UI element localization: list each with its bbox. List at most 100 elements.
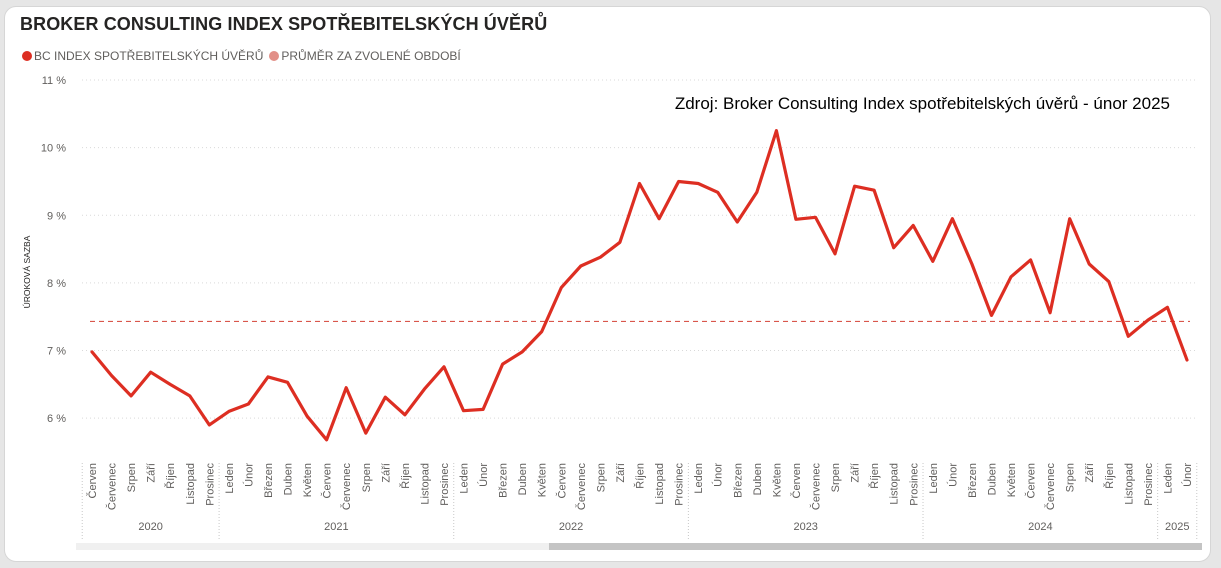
data-point: [245, 401, 251, 407]
legend-marker-index: [22, 51, 32, 61]
data-point: [773, 128, 779, 134]
legend-marker-average: [269, 51, 280, 61]
x-tick-label: Listopad: [654, 463, 666, 505]
x-tick-label: Únor: [712, 463, 725, 487]
data-point: [754, 189, 760, 195]
x-tick-label: Květen: [771, 463, 783, 497]
x-tick-label: Květen: [302, 463, 314, 497]
data-point: [1106, 279, 1112, 285]
x-tick-label: Říjen: [164, 463, 177, 489]
x-tick-label: Srpen: [595, 463, 607, 492]
data-point: [1086, 261, 1092, 267]
data-point: [109, 373, 115, 379]
data-point: [891, 245, 897, 251]
legend-label-index: BC INDEX SPOTŘEBITELSKÝCH ÚVĚRŮ: [34, 49, 264, 63]
x-tick-label: Únor: [946, 463, 959, 487]
x-tick-label: Březen: [263, 463, 275, 498]
x-tick-label: Říjen: [868, 463, 881, 489]
x-tick-label: Leden: [1162, 463, 1174, 494]
data-point: [617, 239, 623, 245]
x-tick-label: Říjen: [399, 463, 412, 489]
x-tick-label: Červenec: [340, 463, 353, 511]
x-tick-label: Duben: [517, 463, 529, 495]
x-tick-label: Listopad: [1123, 463, 1135, 505]
legend-item-average[interactable]: PRŮMĚR ZA ZVOLENÉ OBDOBÍ: [269, 49, 461, 63]
data-point: [500, 361, 506, 367]
x-tick-label: Srpen: [1065, 463, 1077, 492]
y-tick-label: 9 %: [47, 210, 66, 222]
data-point: [558, 285, 564, 291]
x-tick-label: Červen: [790, 463, 803, 498]
data-point: [89, 349, 95, 355]
data-point: [1145, 317, 1151, 323]
x-tick-label: Červenec: [106, 463, 119, 511]
x-tick-label: Srpen: [830, 463, 842, 492]
x-tick-label: Leden: [928, 463, 940, 494]
x-tick-label: Leden: [693, 463, 705, 494]
x-year-label: 2020: [138, 521, 162, 533]
data-point: [637, 180, 643, 186]
data-point: [539, 329, 545, 335]
x-tick-label: Srpen: [361, 463, 373, 492]
x-year-label: 2022: [559, 521, 583, 533]
data-point: [480, 406, 486, 412]
x-tick-label: Únor: [1181, 463, 1194, 487]
x-tick-label: Červenec: [575, 463, 588, 511]
data-point: [812, 214, 818, 220]
data-point: [285, 379, 291, 385]
y-axis-label: ÚROKOVÁ SAZBA: [22, 235, 32, 308]
data-point: [969, 261, 975, 267]
data-point: [1125, 333, 1131, 339]
legend-item-index[interactable]: BC INDEX SPOTŘEBITELSKÝCH ÚVĚRŮ: [22, 49, 263, 63]
x-tick-label: Listopad: [889, 463, 901, 505]
data-point: [1164, 304, 1170, 310]
x-year-label: 2025: [1165, 521, 1189, 533]
x-tick-label: Červen: [555, 463, 568, 498]
x-tick-label: Září: [1084, 463, 1096, 483]
x-tick-label: Květen: [537, 463, 549, 497]
data-point: [343, 385, 349, 391]
data-point: [1047, 310, 1053, 316]
y-tick-label: 6 %: [47, 413, 66, 425]
x-tick-label: Duben: [752, 463, 764, 495]
data-point: [363, 430, 369, 436]
x-tick-label: Červenec: [809, 463, 822, 511]
data-point: [519, 349, 525, 355]
x-tick-label: Prosinec: [1143, 463, 1155, 506]
data-point: [988, 312, 994, 318]
data-point: [382, 394, 388, 400]
data-point: [1184, 357, 1190, 363]
chart-title: BROKER CONSULTING INDEX SPOTŘEBITELSKÝCH…: [20, 14, 548, 34]
y-tick-label: 7 %: [47, 346, 66, 358]
data-point: [226, 408, 232, 414]
horizontal-scrollbar-thumb[interactable]: [549, 543, 1202, 550]
x-tick-label: Říjen: [634, 463, 647, 489]
data-point: [695, 180, 701, 186]
data-point: [441, 364, 447, 370]
x-tick-label: Září: [850, 463, 862, 483]
y-tick-label: 8 %: [47, 278, 66, 290]
x-tick-label: Červenec: [1044, 463, 1057, 511]
x-tick-label: Září: [380, 463, 392, 483]
data-point: [793, 216, 799, 222]
data-point: [676, 178, 682, 184]
data-point: [324, 437, 330, 443]
x-tick-label: Prosinec: [674, 463, 686, 506]
data-point: [597, 254, 603, 260]
data-point: [461, 408, 467, 414]
data-point: [715, 189, 721, 195]
x-tick-label: Leden: [459, 463, 471, 494]
data-point: [148, 369, 154, 375]
x-tick-label: Duben: [283, 463, 295, 495]
x-tick-label: Červen: [321, 463, 334, 498]
data-point: [304, 413, 310, 419]
x-tick-label: Září: [146, 463, 158, 483]
x-tick-label: Duben: [986, 463, 998, 495]
y-tick-label: 10 %: [41, 143, 66, 155]
x-tick-label: Květen: [1006, 463, 1018, 497]
x-year-label: 2024: [1028, 521, 1052, 533]
x-year-label: 2021: [324, 521, 348, 533]
x-tick-label: Listopad: [185, 463, 197, 505]
data-point: [871, 187, 877, 193]
